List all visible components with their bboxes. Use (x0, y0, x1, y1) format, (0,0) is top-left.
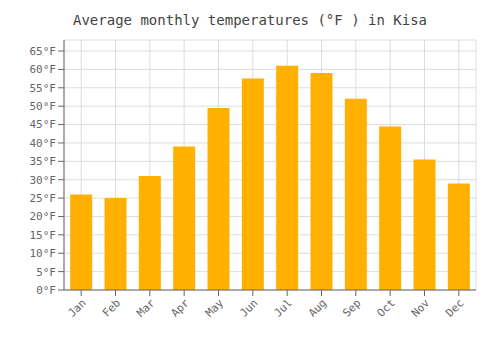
svg-text:Jan: Jan (66, 296, 89, 319)
svg-text:50°F: 50°F (30, 100, 57, 113)
svg-text:0°F: 0°F (36, 284, 56, 297)
svg-text:Dec: Dec (443, 296, 466, 319)
svg-text:Feb: Feb (100, 296, 123, 319)
svg-text:60°F: 60°F (30, 63, 57, 76)
svg-text:Mar: Mar (134, 296, 158, 320)
svg-text:10°F: 10°F (30, 247, 57, 260)
svg-text:Sep: Sep (340, 296, 363, 319)
svg-text:Nov: Nov (409, 296, 433, 320)
svg-text:45°F: 45°F (30, 118, 57, 131)
svg-text:40°F: 40°F (30, 137, 57, 150)
svg-text:5°F: 5°F (36, 266, 56, 279)
svg-text:65°F: 65°F (30, 45, 57, 58)
svg-text:Aug: Aug (306, 296, 329, 319)
svg-text:Jul: Jul (272, 296, 295, 319)
html-text:Average monthly temperatures (: Average monthly temperatures (°F ) in Ki… (73, 12, 427, 28)
svg-text:35°F: 35°F (30, 155, 57, 168)
svg-text:30°F: 30°F (30, 174, 57, 187)
svg-text:15°F: 15°F (30, 229, 57, 242)
svg-text:Jun: Jun (237, 296, 260, 319)
svg-text:Oct: Oct (375, 296, 398, 319)
svg-text:May: May (203, 296, 227, 320)
svg-text:55°F: 55°F (30, 82, 57, 95)
svg-text:Apr: Apr (169, 296, 193, 320)
svg-text:25°F: 25°F (30, 192, 57, 205)
svg-text:20°F: 20°F (30, 210, 57, 223)
